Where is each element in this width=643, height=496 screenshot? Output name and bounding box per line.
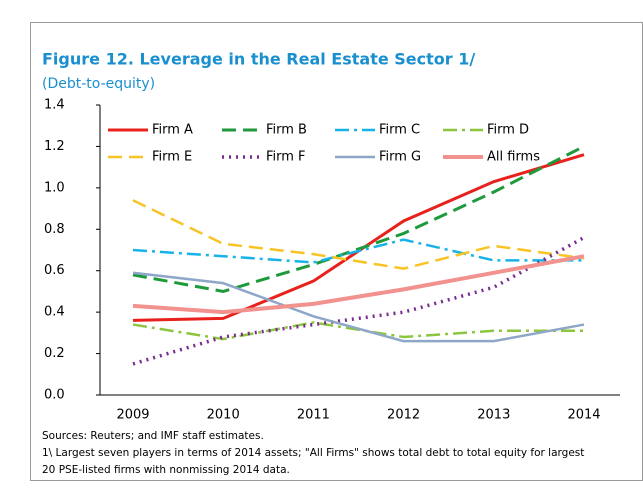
x-tick-label: 2012 [387, 408, 420, 423]
y-tick-label: 1.0 [44, 180, 65, 195]
series-line [132, 199, 585, 270]
y-tick-label: 0.6 [44, 263, 65, 278]
y-tick-label: 0.8 [44, 222, 65, 237]
x-tick-label: 2009 [116, 408, 149, 423]
y-tick-label: 1.4 [44, 98, 65, 113]
x-tick-label: 2011 [297, 408, 330, 423]
legend-label: Firm G [379, 150, 421, 165]
legend-label: All firms [487, 150, 540, 165]
y-tick-label: 0.4 [44, 305, 65, 320]
series-line [132, 145, 585, 293]
footnote: 1\ Largest seven players in terms of 201… [42, 447, 584, 459]
legend-label: Firm E [152, 150, 192, 165]
series-line [132, 238, 584, 264]
legend-label: Firm A [152, 123, 193, 138]
chart-title: Figure 12. Leverage in the Real Estate S… [42, 50, 475, 69]
chart-subtitle: (Debt-to-equity) [42, 76, 155, 92]
x-tick-label: 2014 [567, 408, 600, 423]
x-tick-label: 2013 [477, 408, 510, 423]
x-tick-label: 2010 [207, 408, 240, 423]
y-tick-label: 1.2 [44, 139, 65, 154]
y-tick-label: 0.0 [44, 388, 65, 403]
series-line [132, 236, 585, 366]
legend-label: Firm C [379, 123, 420, 138]
series-line [132, 271, 585, 343]
legend-label: Firm D [487, 123, 529, 138]
legend-label: Firm B [266, 123, 307, 138]
legend-label: Firm F [266, 150, 306, 165]
footnote: Sources: Reuters; and IMF staff estimate… [42, 430, 264, 442]
footnote: 20 PSE-listed firms with nonmissing 2014… [42, 464, 290, 476]
y-tick-label: 0.2 [44, 346, 65, 361]
series-line [132, 254, 585, 315]
